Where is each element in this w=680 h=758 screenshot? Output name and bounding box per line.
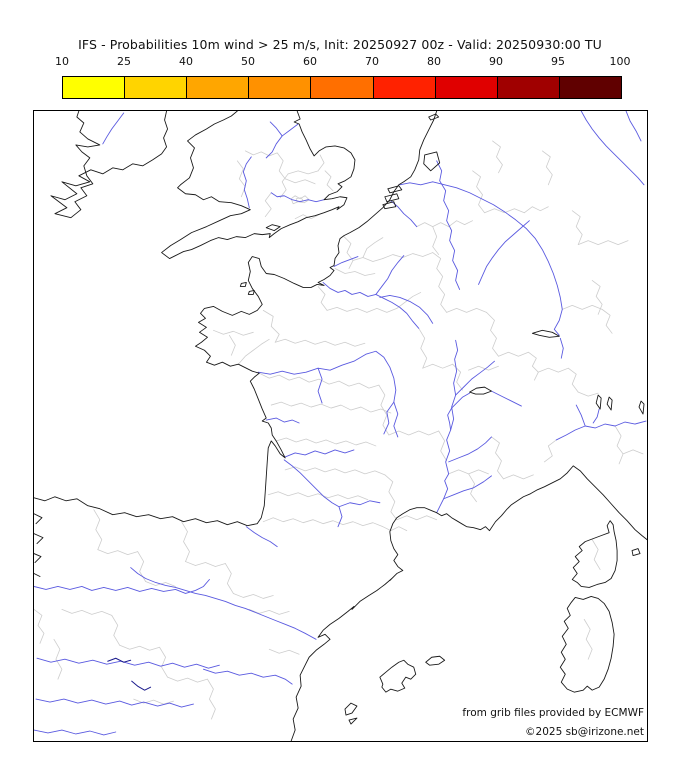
chart-title: IFS - Probabilities 10m wind > 25 m/s, I…	[78, 37, 602, 52]
admin-boundaries	[34, 140, 644, 720]
colorbar: 10 25 40 50 60 70 80 90 95 100	[55, 55, 631, 99]
colorbar-segment	[248, 77, 311, 98]
rivers-dark	[107, 657, 152, 691]
colorbar-tick-label: 70	[365, 55, 379, 68]
copyright-credit: ©2025 sb@irizone.net	[525, 726, 644, 738]
colorbar-tick-label: 100	[609, 55, 631, 68]
colorbar-segment	[63, 77, 125, 98]
data-source-credit: from grib files provided by ECMWF	[462, 707, 644, 719]
colorbar-segment	[434, 77, 497, 98]
coastlines	[34, 111, 647, 741]
colorbar-tick-label: 40	[179, 55, 193, 68]
colorbar-tick-labels: 10 25 40 50 60 70 80 90 95 100	[55, 55, 631, 70]
rivers	[34, 111, 647, 736]
colorbar-tick-label: 90	[489, 55, 503, 68]
colorbar-tick-label: 95	[551, 55, 565, 68]
colorbar-segment	[496, 77, 559, 98]
colorbar-segment	[186, 77, 249, 98]
colorbar-tick-label: 25	[117, 55, 131, 68]
colorbar-tick-label: 60	[303, 55, 317, 68]
colorbar-tick-label: 80	[427, 55, 441, 68]
colorbar-tick-label: 10	[55, 55, 69, 68]
colorbar-segment	[372, 77, 435, 98]
colorbar-segment	[124, 77, 187, 98]
probability-map	[33, 110, 648, 742]
colorbar-segment	[310, 77, 373, 98]
colorbar-scale	[62, 76, 622, 99]
colorbar-tick-label: 50	[241, 55, 255, 68]
colorbar-segment	[558, 77, 621, 98]
